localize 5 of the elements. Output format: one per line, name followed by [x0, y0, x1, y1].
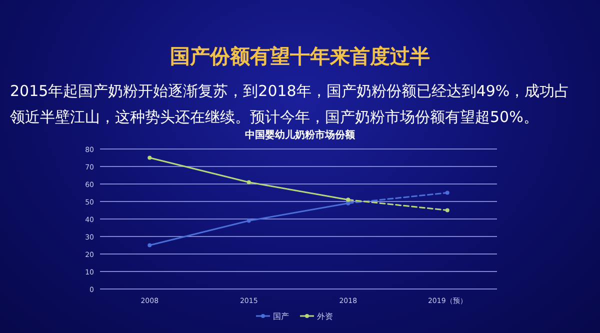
chart-title: 国产份额有望十年来首度过半	[169, 43, 431, 70]
legend-label: 外资	[317, 312, 333, 321]
chart-subtitle: 2015年起国产奶粉开始逐渐复苏，到2018年，国产奶粉份额已经达到49%，成功占领近半壁江山，这种势头还在继续。预计今年，国产奶粉市场份额有望超50%。	[10, 81, 571, 128]
legend-label: 国产	[273, 312, 289, 321]
text: 中国婴幼儿奶粉市场份额	[245, 129, 356, 141]
